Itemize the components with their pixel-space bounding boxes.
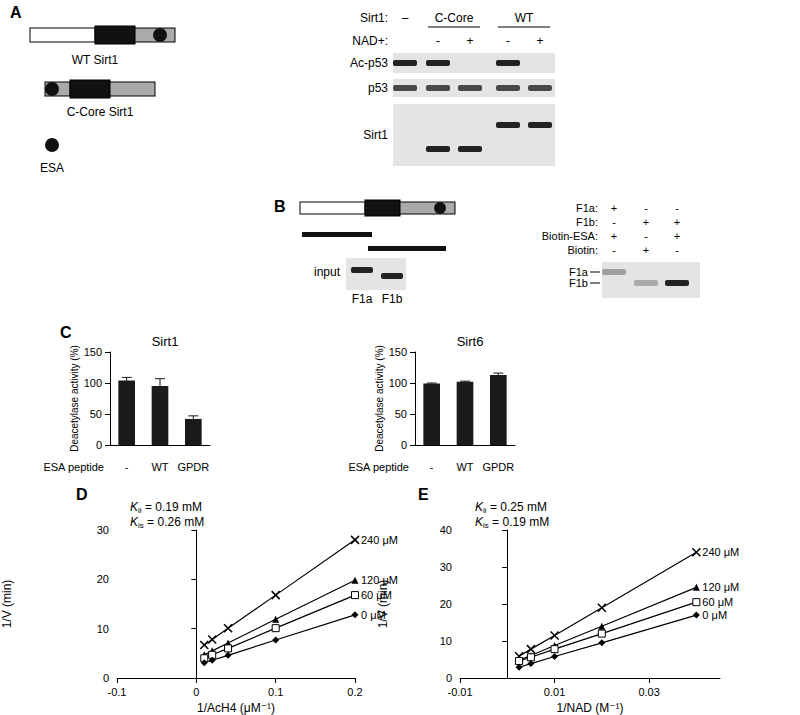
svg-text:120 μM: 120 μM xyxy=(702,581,739,593)
svg-text:p53: p53 xyxy=(368,81,388,95)
svg-text:WT Sirt1: WT Sirt1 xyxy=(72,53,119,67)
svg-text:GPDR: GPDR xyxy=(177,461,209,473)
svg-text:F1a:: F1a: xyxy=(576,202,598,214)
svg-text:0 μM: 0 μM xyxy=(361,609,386,621)
svg-text:WT: WT xyxy=(456,461,473,473)
svg-text:-: - xyxy=(644,230,648,242)
svg-text:ESA peptide: ESA peptide xyxy=(348,461,409,473)
svg-text:50: 50 xyxy=(395,408,407,420)
svg-text:150: 150 xyxy=(389,346,407,358)
svg-text:30: 30 xyxy=(97,524,109,536)
html-text:Kis: Kis xyxy=(475,515,489,530)
svg-text:= 0.19 mM: = 0.19 mM xyxy=(489,515,549,529)
html-text:Kii: Kii xyxy=(475,500,487,515)
svg-text:0.2: 0.2 xyxy=(347,686,362,698)
svg-text:-: - xyxy=(125,461,129,473)
svg-text:WT: WT xyxy=(515,11,534,25)
svg-text:Sirt1: Sirt1 xyxy=(363,128,388,142)
svg-text:F1b: F1b xyxy=(382,292,403,306)
svg-text:0: 0 xyxy=(401,439,407,451)
svg-text:Deacetylase activity (%): Deacetylase activity (%) xyxy=(69,345,80,452)
svg-text:Ac-p53: Ac-p53 xyxy=(350,56,388,70)
svg-text:60 μM: 60 μM xyxy=(702,596,733,608)
svg-text:-: - xyxy=(675,202,679,214)
svg-text:+: + xyxy=(611,230,617,242)
svg-text:0.01: 0.01 xyxy=(544,686,565,698)
svg-text:-: - xyxy=(675,244,679,256)
svg-text:1/V (min): 1/V (min) xyxy=(0,580,14,629)
svg-text:1/V (min): 1/V (min) xyxy=(376,580,390,629)
svg-text:= 0.25 mM: = 0.25 mM xyxy=(487,500,547,514)
svg-text:240 μM: 240 μM xyxy=(702,546,739,558)
svg-text:+: + xyxy=(674,230,680,242)
svg-text:+: + xyxy=(611,202,617,214)
svg-text:+: + xyxy=(643,216,649,228)
svg-text:150: 150 xyxy=(84,346,102,358)
svg-text:240 μM: 240 μM xyxy=(361,534,398,546)
svg-text:Biotin:: Biotin: xyxy=(567,244,598,256)
svg-text:D: D xyxy=(76,486,88,503)
svg-text:30: 30 xyxy=(440,561,452,573)
svg-text:0.1: 0.1 xyxy=(268,686,283,698)
svg-text:1/AcH4 (μM⁻¹): 1/AcH4 (μM⁻¹) xyxy=(197,701,275,715)
svg-text:60 μM: 60 μM xyxy=(361,589,392,601)
svg-text:+: + xyxy=(466,34,473,48)
svg-text:C-Core Sirt1: C-Core Sirt1 xyxy=(67,105,134,119)
svg-text:-: - xyxy=(430,461,434,473)
svg-text:= 0.26 mM: = 0.26 mM xyxy=(144,515,204,529)
svg-text:Biotin-ESA:: Biotin-ESA: xyxy=(542,230,598,242)
svg-text:B: B xyxy=(274,198,286,215)
svg-text:F1a: F1a xyxy=(352,292,373,306)
svg-text:20: 20 xyxy=(97,573,109,585)
svg-text:+: + xyxy=(536,34,543,48)
svg-text:-: - xyxy=(436,34,440,48)
svg-text:Sirt1:: Sirt1: xyxy=(360,11,388,25)
svg-text:WT: WT xyxy=(151,461,168,473)
svg-text:100: 100 xyxy=(84,377,102,389)
svg-text:-0.1: -0.1 xyxy=(108,686,127,698)
svg-text:10: 10 xyxy=(440,635,452,647)
svg-text:input: input xyxy=(314,265,341,279)
svg-text:0: 0 xyxy=(193,686,199,698)
svg-text:C: C xyxy=(60,324,72,341)
svg-text:0.03: 0.03 xyxy=(638,686,659,698)
svg-text:0: 0 xyxy=(96,439,102,451)
svg-text:–: – xyxy=(402,11,409,25)
svg-text:-0.01: -0.01 xyxy=(447,686,472,698)
svg-text:40: 40 xyxy=(440,524,452,536)
svg-text:ESA peptide: ESA peptide xyxy=(43,461,104,473)
svg-text:-: - xyxy=(644,202,648,214)
svg-text:F1a: F1a xyxy=(569,266,589,278)
html-text:Kii: Kii xyxy=(130,500,142,515)
svg-text:+: + xyxy=(674,216,680,228)
svg-text:Sirt6: Sirt6 xyxy=(457,334,484,349)
svg-text:= 0.19 mM: = 0.19 mM xyxy=(142,500,202,514)
svg-text:-: - xyxy=(612,216,616,228)
svg-text:Sirt1: Sirt1 xyxy=(152,334,179,349)
svg-text:0: 0 xyxy=(103,672,109,684)
svg-text:10: 10 xyxy=(97,623,109,635)
svg-text:F1b: F1b xyxy=(569,277,588,289)
svg-text:0: 0 xyxy=(446,672,452,684)
svg-text:0 μM: 0 μM xyxy=(702,609,727,621)
svg-text:Deacetylase activity (%): Deacetylase activity (%) xyxy=(374,345,385,452)
svg-text:+: + xyxy=(643,244,649,256)
svg-text:ESA: ESA xyxy=(40,161,64,175)
svg-text:F1b:: F1b: xyxy=(576,216,598,228)
svg-text:-: - xyxy=(506,34,510,48)
svg-text:20: 20 xyxy=(440,598,452,610)
svg-text:120 μM: 120 μM xyxy=(361,574,398,586)
svg-text:A: A xyxy=(10,4,22,21)
svg-text:1/NAD (M⁻¹): 1/NAD (M⁻¹) xyxy=(557,701,624,715)
svg-text:100: 100 xyxy=(389,377,407,389)
svg-text:-: - xyxy=(612,244,616,256)
svg-text:GPDR: GPDR xyxy=(482,461,514,473)
svg-text:NAD+:: NAD+: xyxy=(352,34,388,48)
svg-text:C-Core: C-Core xyxy=(435,11,474,25)
svg-text:50: 50 xyxy=(90,408,102,420)
html-text:Kis: Kis xyxy=(130,515,144,530)
svg-text:E: E xyxy=(418,486,429,503)
